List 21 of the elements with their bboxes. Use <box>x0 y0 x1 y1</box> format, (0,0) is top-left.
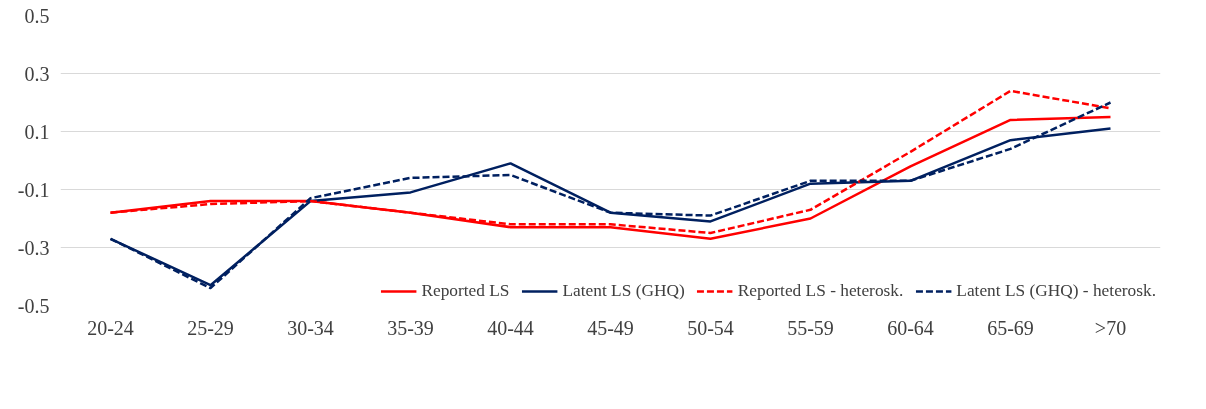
legend-label: Latent LS (GHQ) - heterosk. <box>956 281 1156 301</box>
x-tick-label: 60-64 <box>887 316 934 339</box>
x-tick-label: 30-34 <box>287 316 334 339</box>
x-tick-label: 20-24 <box>87 316 134 339</box>
y-tick-label: 0.5 <box>24 4 50 27</box>
x-tick-label: 35-39 <box>387 316 434 339</box>
x-tick-label: 25-29 <box>187 316 234 339</box>
legend-label: Reported LS - heterosk. <box>737 281 904 301</box>
legend-label: Reported LS <box>421 281 510 301</box>
x-tick-label: >70 <box>1094 316 1127 339</box>
x-tick-label: 45-49 <box>587 316 634 339</box>
y-tick-label: -0.5 <box>17 294 50 317</box>
x-tick-label: 65-69 <box>987 316 1034 339</box>
y-tick-label: -0.3 <box>17 236 50 259</box>
legend-label: Latent LS (GHQ) <box>562 281 685 301</box>
y-tick-label: 0.3 <box>24 62 50 85</box>
x-tick-label: 50-54 <box>687 316 734 339</box>
x-tick-label: 55-59 <box>787 316 834 339</box>
y-tick-label: -0.1 <box>17 178 50 201</box>
y-tick-label: 0.1 <box>24 120 50 143</box>
x-tick-label: 40-44 <box>487 316 534 339</box>
